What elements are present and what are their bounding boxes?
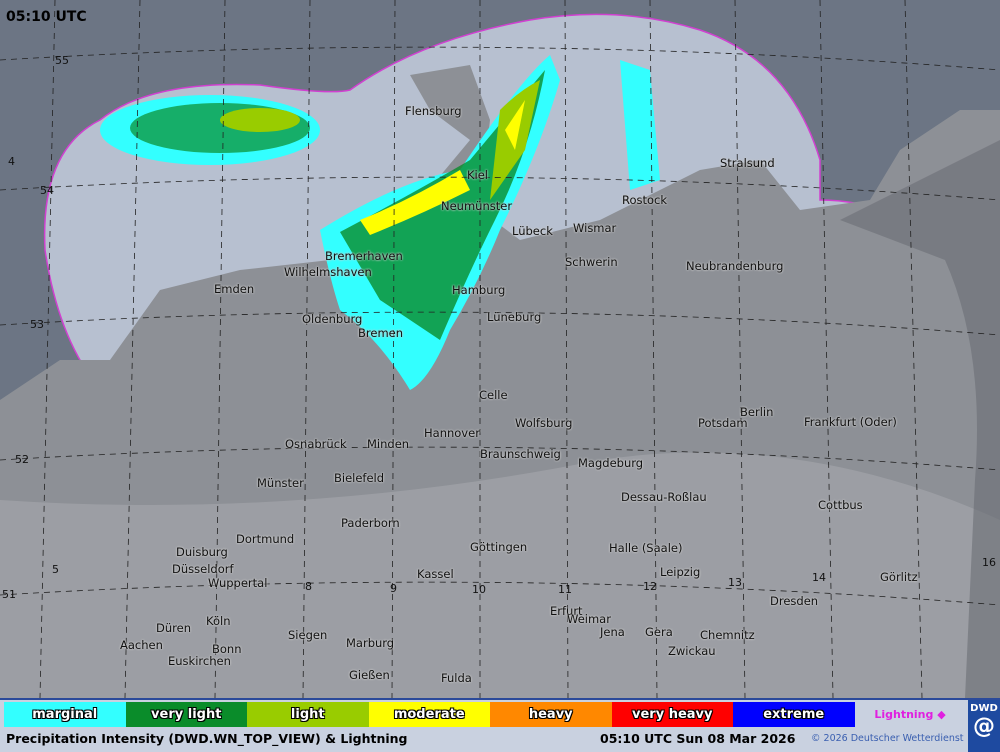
legend-lightning: Lightning ◆	[874, 708, 946, 721]
legend-item: moderate	[368, 702, 490, 727]
city-label: Bielefeld	[334, 471, 385, 485]
graticule-label: 8	[305, 580, 312, 593]
city-label: Leipzig	[660, 565, 701, 579]
city-label: Köln	[206, 614, 231, 628]
graticule-label: 5	[52, 563, 59, 576]
city-label: Görlitz	[880, 570, 918, 584]
city-label: Kassel	[417, 567, 454, 581]
legend-item: marginal	[4, 702, 126, 727]
legend-item: extreme	[733, 702, 855, 727]
city-label: Wismar	[573, 221, 617, 235]
city-label: Bonn	[212, 642, 242, 656]
city-label: Halle (Saale)	[609, 541, 683, 555]
city-label: Magdeburg	[578, 456, 644, 470]
city-label: Gera	[645, 625, 673, 639]
graticule	[0, 0, 1000, 698]
city-label: Flensburg	[405, 104, 462, 118]
legend-item: very heavy	[611, 702, 733, 727]
city-label: Duisburg	[176, 545, 228, 559]
city-label: Neumünster	[441, 199, 513, 213]
graticule-label: 14	[812, 571, 826, 584]
graticule-label: 9	[390, 582, 397, 595]
city-label: Kiel	[467, 168, 489, 182]
legend-item: heavy	[490, 702, 612, 727]
city-label: Düsseldorf	[172, 562, 234, 576]
city-label: Rostock	[622, 193, 668, 207]
city-label: Paderborn	[341, 516, 400, 530]
city-label: Schwerin	[565, 255, 618, 269]
graticule-label: 51	[2, 588, 16, 601]
city-label: Lüneburg	[487, 310, 542, 324]
city-label: Celle	[479, 388, 508, 402]
city-label: Dresden	[770, 594, 819, 608]
graticule-label: 53	[30, 318, 44, 331]
city-label: Emden	[214, 282, 255, 296]
graticule-label: 4	[8, 155, 15, 168]
legend-bar: marginal very light light moderate heavy very…	[0, 698, 1000, 752]
city-label: Gießen	[349, 668, 390, 682]
city-label: Potsdam	[698, 416, 748, 430]
city-label: Siegen	[288, 628, 328, 642]
city-label: Marburg	[346, 636, 395, 650]
graticule-label: 54	[40, 184, 54, 197]
city-label: Dortmund	[236, 532, 295, 546]
dwd-logo-text: DWD	[970, 703, 998, 714]
graticule-label: 52	[15, 453, 29, 466]
city-label: Neubrandenburg	[686, 259, 784, 273]
city-label: Wuppertal	[208, 576, 268, 590]
city-label: Wilhelmshaven	[284, 265, 372, 279]
city-label: Wolfsburg	[515, 416, 573, 430]
city-label: Münster	[257, 476, 304, 490]
graticule-label: 10	[472, 583, 486, 596]
city-label: Göttingen	[470, 540, 528, 554]
city-label: Cottbus	[818, 498, 863, 512]
city-label: Düren	[156, 621, 191, 635]
city-label: Jena	[600, 625, 625, 639]
legend-item: very light	[125, 702, 247, 727]
map-time: 05:10 UTC	[6, 9, 87, 25]
city-label: Lübeck	[512, 224, 553, 238]
footer-time: 05:10 UTC Sun 08 Mar 2026	[600, 731, 796, 746]
copyright: © 2026 Deutscher Wetterdienst	[811, 733, 964, 744]
city-label: Bremen	[358, 326, 404, 340]
graticule-label: 12	[643, 580, 657, 593]
city-label: Stralsund	[720, 156, 775, 170]
dwd-swirl-icon: @	[973, 714, 995, 739]
city-label: Oldenburg	[302, 312, 363, 326]
city-label: Dessau-Roßlau	[621, 490, 707, 504]
city-label: Aachen	[120, 638, 163, 652]
radar-map[interactable]	[0, 0, 1000, 698]
city-label: Hamburg	[452, 283, 506, 297]
graticule-label: 11	[558, 583, 572, 596]
city-label: Chemnitz	[700, 628, 755, 642]
product-title: Precipitation Intensity (DWD.WN_TOP_VIEW…	[6, 731, 408, 746]
city-label: Fulda	[441, 671, 472, 685]
city-label: Braunschweig	[480, 447, 561, 461]
dwd-logo: DWD @	[968, 700, 1000, 752]
legend-item: light	[247, 702, 369, 727]
city-label: Bremerhaven	[325, 249, 403, 263]
city-label: Frankfurt (Oder)	[804, 415, 897, 429]
city-label: Hannover	[424, 426, 480, 440]
precipitation	[100, 55, 660, 390]
city-label: Erfurt	[550, 604, 583, 618]
city-label: Zwickau	[668, 644, 716, 658]
graticule-label: 13	[728, 576, 742, 589]
city-label: Minden	[367, 437, 410, 451]
city-label: Weimar	[567, 612, 611, 626]
city-label: Euskirchen	[168, 654, 231, 668]
graticule-label: 16	[982, 556, 996, 569]
city-label: Osnabrück	[285, 437, 347, 451]
graticule-label: 55	[55, 54, 69, 67]
city-label: Berlin	[740, 405, 774, 419]
